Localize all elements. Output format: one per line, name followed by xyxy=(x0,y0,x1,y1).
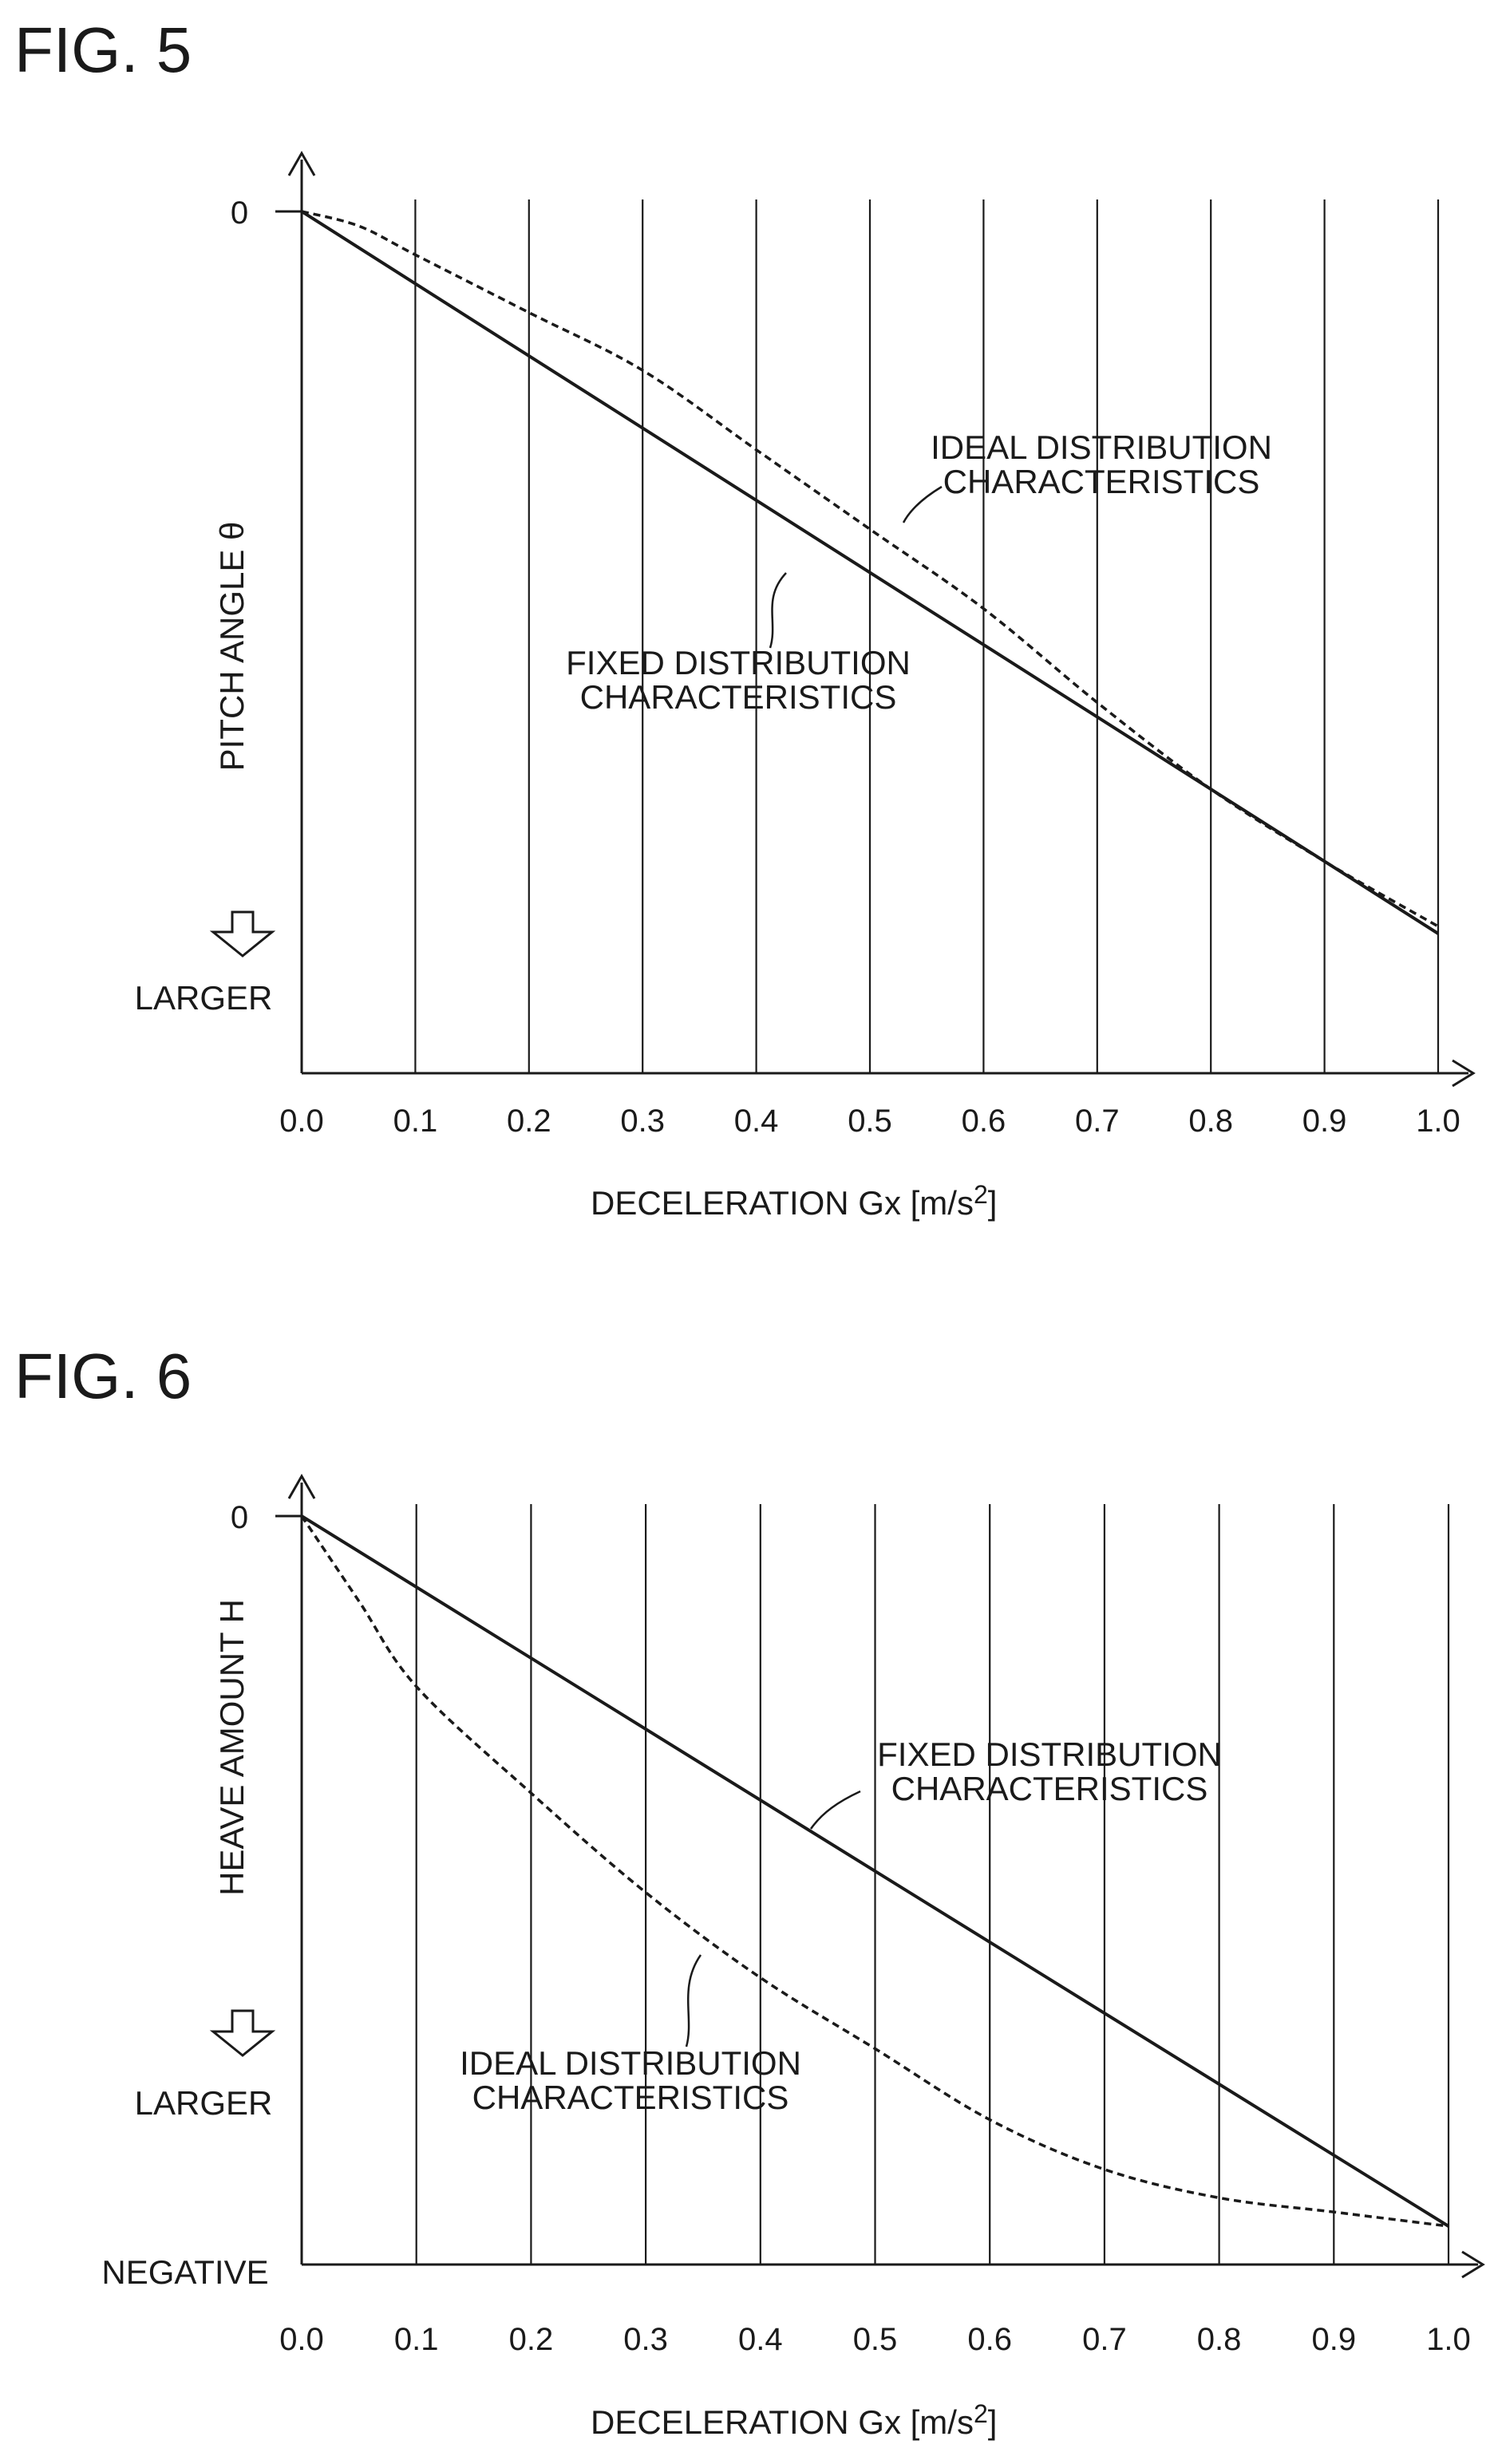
fig6-x-tick-label: 0.7 xyxy=(1082,2322,1127,2357)
fig5-series xyxy=(300,210,1440,935)
fig5-x-tick-label: 0.9 xyxy=(1302,1104,1347,1139)
fig5-fixed-leader xyxy=(769,572,787,649)
fig5-x-axis-label-main: DECELERATION Gx [m/s xyxy=(591,1184,974,1222)
fig5-x-tick-label: 0.6 xyxy=(962,1104,1006,1139)
fig5-x-tick-label: 0.8 xyxy=(1188,1104,1233,1139)
fig6-x-tick-label: 0.6 xyxy=(967,2322,1012,2357)
fig6-series xyxy=(300,1514,1450,2228)
fig6-x-tick-labels: 0.0 0.1 0.2 0.3 0.4 0.5 0.6 0.7 0.8 0.9 1.0 xyxy=(279,2322,1471,2357)
fig5-x-tick-label: 0.3 xyxy=(620,1104,665,1139)
fig5-larger-arrow-icon xyxy=(209,910,276,958)
fig5-y-zero-label: 0 xyxy=(231,195,248,231)
fig5-y-direction-label: LARGER xyxy=(135,979,273,1017)
fig6-title: FIG. 6 xyxy=(14,1341,192,1412)
fig6-fixed-label-line1: FIXED DISTRIBUTION xyxy=(877,1735,1222,1773)
fig5-fixed-label-line1: FIXED DISTRIBUTION xyxy=(566,644,911,681)
fig5-x-tick-label: 0.2 xyxy=(507,1104,551,1139)
fig5-ideal-label-line1: IDEAL DISTRIBUTION xyxy=(931,428,1272,466)
fig5-chart: FIG. 5 0 PITCH ANGLE θ LARGER 0.0 0.1 0.2 0… xyxy=(14,14,1476,1222)
fig5-grid xyxy=(414,199,1440,1073)
fig6-fixed-leader xyxy=(809,1790,861,1830)
fig5-ideal-label-line2: CHARACTERISTICS xyxy=(943,463,1260,500)
fig5-x-axis-label: DECELERATION Gx [m/s2] xyxy=(591,1180,997,1222)
fig6-y-zero-label: 0 xyxy=(231,1500,248,1535)
fig5-x-tick-label: 0.5 xyxy=(848,1104,892,1139)
fig6-x-tick-label: 0.5 xyxy=(853,2322,898,2357)
fig5-y-axis-label: PITCH ANGLE θ xyxy=(213,522,251,772)
fig6-x-tick-label: 0.8 xyxy=(1197,2322,1242,2357)
fig6-x-axis-label-close: ] xyxy=(988,2403,998,2441)
fig6-x-axis-label-sup: 2 xyxy=(974,2399,988,2428)
fig6-x-axis-arrow xyxy=(1461,2250,1485,2279)
fig6-x-axis-label: DECELERATION Gx [m/s2] xyxy=(591,2399,997,2441)
fig6-y-direction-label: LARGER xyxy=(135,2084,273,2122)
fig5-x-tick-label: 1.0 xyxy=(1416,1104,1460,1139)
fig5-x-axis-label-close: ] xyxy=(988,1184,998,1222)
fig6-fixed-label-line2: CHARACTERISTICS xyxy=(891,1770,1208,1807)
fig5-title: FIG. 5 xyxy=(14,14,192,85)
fig5-x-axis-label-sup: 2 xyxy=(974,1180,988,1209)
fig5-x-tick-labels: 0.0 0.1 0.2 0.3 0.4 0.5 0.6 0.7 0.8 0.9 1.0 xyxy=(279,1104,1460,1139)
fig6-x-axis-label-main: DECELERATION Gx [m/s xyxy=(591,2403,974,2441)
fig6-y-axis-arrow xyxy=(287,1473,316,1499)
fig6-larger-arrow-icon xyxy=(209,2009,276,2057)
fig5-x-tick-label: 0.1 xyxy=(393,1104,438,1139)
fig6-ideal-label-line1: IDEAL DISTRIBUTION xyxy=(460,2044,801,2082)
fig6-grid xyxy=(415,1504,1450,2265)
fig6-x-tick-label: 0.1 xyxy=(394,2322,439,2357)
fig6-ideal-series-line xyxy=(300,1515,1449,2228)
fig6-y-end-label: NEGATIVE xyxy=(101,2253,268,2291)
fig5-ideal-series-line xyxy=(301,210,1439,928)
fig6-chart: FIG. 6 0 HEAVE AMOUNT H LARGER NEGATIVE … xyxy=(14,1341,1485,2441)
fig5-x-tick-label: 0.0 xyxy=(279,1104,324,1139)
fig6-x-tick-label: 0.2 xyxy=(509,2322,554,2357)
fig6-ideal-leader xyxy=(685,1954,702,2047)
fig6-y-axis-label: HEAVE AMOUNT H xyxy=(213,1599,251,1896)
fig5-fixed-label-line2: CHARACTERISTICS xyxy=(580,678,897,716)
fig6-x-tick-label: 0.0 xyxy=(279,2322,324,2357)
fig6-x-tick-label: 0.9 xyxy=(1311,2322,1356,2357)
fig5-x-axis-arrow xyxy=(1452,1059,1476,1088)
fig6-x-tick-label: 1.0 xyxy=(1426,2322,1471,2357)
fig6-x-tick-label: 0.4 xyxy=(738,2322,783,2357)
fig5-ideal-leader xyxy=(902,485,943,523)
fig6-x-tick-label: 0.3 xyxy=(623,2322,668,2357)
fig6-fixed-series-line xyxy=(300,1514,1450,2228)
fig6-ideal-label-line2: CHARACTERISTICS xyxy=(472,2079,789,2116)
fig5-y-axis-arrow xyxy=(287,150,316,176)
fig5-x-tick-label: 0.7 xyxy=(1075,1104,1120,1139)
fig5-x-tick-label: 0.4 xyxy=(734,1104,779,1139)
